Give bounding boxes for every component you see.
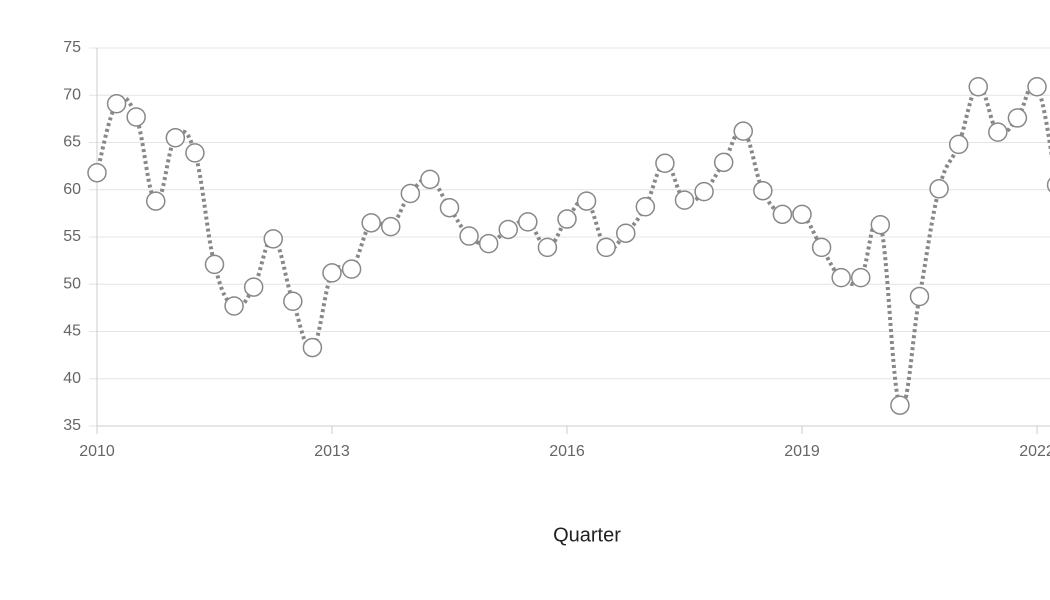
point xyxy=(655,153,675,174)
point xyxy=(968,76,988,97)
point xyxy=(224,296,244,316)
point xyxy=(243,277,264,297)
point xyxy=(753,180,773,201)
y-tick-label: 65 xyxy=(63,134,81,151)
point xyxy=(811,237,832,258)
point xyxy=(772,204,793,225)
y-tick-label: 70 xyxy=(63,86,81,103)
point xyxy=(439,197,460,218)
point xyxy=(890,395,910,415)
y-tick-label: 35 xyxy=(63,417,81,434)
point xyxy=(557,209,577,229)
y-tick-label: 50 xyxy=(63,275,81,292)
point xyxy=(1027,76,1047,97)
point xyxy=(478,233,499,254)
x-tick-label: 2016 xyxy=(549,443,585,460)
point xyxy=(576,191,597,211)
point xyxy=(1007,108,1028,128)
line xyxy=(95,81,1050,409)
point xyxy=(498,219,518,240)
y-tick-label: 45 xyxy=(63,323,81,340)
x-tick-label: 2010 xyxy=(79,443,115,460)
point xyxy=(831,267,851,288)
point xyxy=(948,134,969,155)
point xyxy=(459,226,479,246)
point xyxy=(1046,177,1050,193)
point xyxy=(988,122,1008,142)
y-tick-label: 75 xyxy=(63,39,81,56)
point xyxy=(929,179,949,199)
point xyxy=(792,204,812,225)
point xyxy=(870,214,891,235)
point xyxy=(322,263,342,283)
point xyxy=(361,213,381,233)
x-tick-label: 2013 xyxy=(314,443,350,460)
point xyxy=(400,183,421,204)
point xyxy=(185,143,205,163)
point xyxy=(146,191,166,211)
point xyxy=(420,169,440,190)
point xyxy=(87,162,107,183)
point xyxy=(106,94,127,114)
point xyxy=(596,237,616,258)
y-tick-label: 55 xyxy=(63,228,81,245)
x-axis-label: Quarter xyxy=(553,524,621,546)
point xyxy=(909,286,930,307)
point xyxy=(518,212,538,232)
point xyxy=(616,223,636,243)
point xyxy=(694,181,714,202)
point xyxy=(674,190,695,210)
point xyxy=(713,152,734,173)
point xyxy=(283,291,303,312)
x-tick-label: 2019 xyxy=(784,443,820,460)
point xyxy=(851,267,871,288)
point xyxy=(341,259,362,279)
point xyxy=(165,128,186,148)
point xyxy=(537,237,558,258)
point xyxy=(381,216,401,237)
point xyxy=(635,197,656,217)
y-tick-label: 60 xyxy=(63,181,81,198)
x-tick-label: 2022 xyxy=(1019,443,1050,460)
point xyxy=(302,337,323,358)
y-tick-label: 40 xyxy=(63,370,81,387)
point xyxy=(126,107,146,127)
point xyxy=(204,254,225,275)
point xyxy=(733,121,753,141)
point xyxy=(263,229,283,249)
